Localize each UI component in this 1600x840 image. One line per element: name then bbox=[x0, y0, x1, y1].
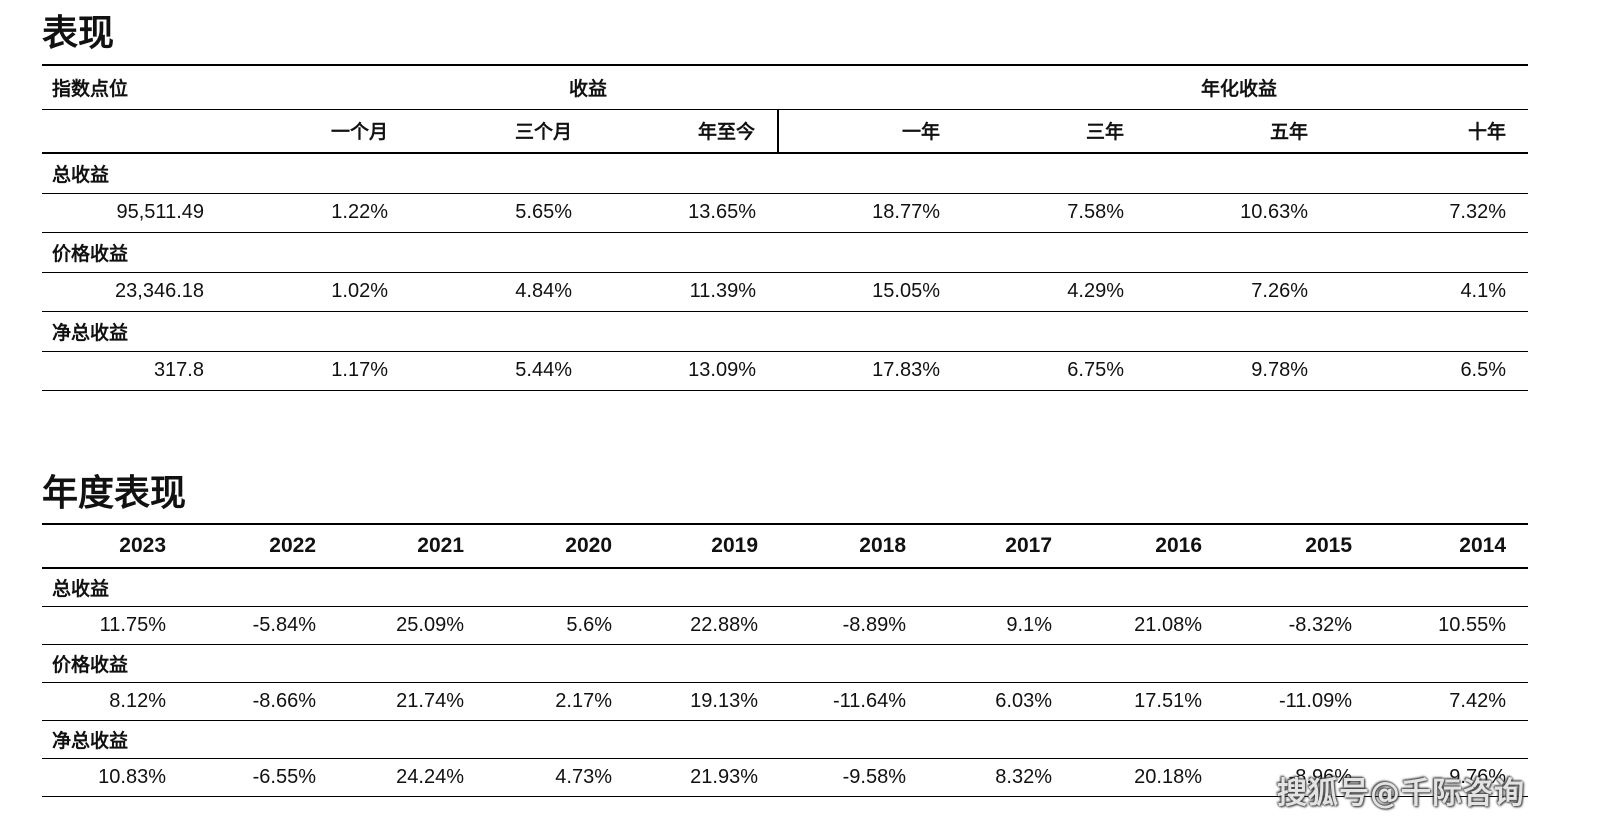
row-label: 净总收益 bbox=[52, 729, 129, 752]
period-header: 三个月 bbox=[514, 121, 572, 144]
annual-value: -5.84% bbox=[252, 613, 316, 636]
year-header: 2016 bbox=[1155, 534, 1202, 557]
row-label: 净总收益 bbox=[52, 321, 129, 344]
row-label: 总收益 bbox=[52, 163, 110, 186]
annual-value: -8.32% bbox=[1288, 613, 1352, 636]
year-header: 2021 bbox=[417, 534, 464, 557]
return-value: 1.02% bbox=[331, 280, 388, 302]
return-value: 13.65% bbox=[688, 201, 756, 223]
table-row: 11.75% -5.84% 25.09% 5.6% 22.88% -8.89% … bbox=[42, 606, 1528, 644]
annual-value: 24.24% bbox=[396, 765, 464, 788]
annual-value: 19.13% bbox=[690, 689, 758, 712]
annual-value: 5.6% bbox=[566, 613, 612, 636]
index-level-value: 317.8 bbox=[153, 359, 204, 381]
index-level-value: 95,511.49 bbox=[116, 201, 205, 223]
table-row: 95,511.49 1.22% 5.65% 13.65% 18.77% 7.58… bbox=[42, 193, 1529, 232]
return-value: 13.09% bbox=[688, 359, 756, 381]
return-value: 4.29% bbox=[1067, 280, 1125, 302]
annual-value: 22.88% bbox=[690, 613, 758, 636]
index-level-header: 指数点位 bbox=[52, 77, 129, 100]
return-value: 15.05% bbox=[872, 280, 941, 302]
return-value: 4.84% bbox=[515, 280, 572, 302]
annual-value: 8.32% bbox=[995, 765, 1052, 788]
period-header: 三年 bbox=[1086, 121, 1125, 144]
return-value: 1.22% bbox=[331, 201, 388, 223]
return-value: 4.1% bbox=[1460, 280, 1507, 302]
return-value: 10.63% bbox=[1240, 201, 1309, 223]
return-value: 7.58% bbox=[1067, 201, 1125, 223]
annual-value: -11.09% bbox=[1278, 689, 1352, 712]
annual-value: -11.64% bbox=[832, 689, 906, 712]
period-header: 五年 bbox=[1270, 121, 1309, 144]
return-value: 11.39% bbox=[689, 280, 756, 302]
row-label: 价格收益 bbox=[52, 653, 129, 676]
returns-header: 收益 bbox=[569, 77, 608, 100]
year-header: 2017 bbox=[1005, 534, 1052, 557]
annual-value: 25.09% bbox=[396, 613, 464, 636]
year-header: 2020 bbox=[565, 534, 612, 557]
performance-title: 表现 bbox=[42, 13, 115, 54]
table-row: 10.83% -6.55% 24.24% 4.73% 21.93% -9.58%… bbox=[42, 758, 1528, 796]
return-value: 6.75% bbox=[1067, 359, 1125, 381]
annual-value: 4.73% bbox=[555, 765, 612, 788]
annual-value: -8.96% bbox=[1288, 765, 1352, 788]
index-level-value: 23,346.18 bbox=[115, 280, 204, 302]
table-row: 23,346.18 1.02% 4.84% 11.39% 15.05% 4.29… bbox=[42, 272, 1529, 311]
annual-value: 20.18% bbox=[1134, 765, 1202, 788]
annual-value: 8.12% bbox=[109, 689, 166, 712]
table-row: 317.8 1.17% 5.44% 13.09% 17.83% 6.75% 9.… bbox=[42, 351, 1529, 390]
annual-value: -9.58% bbox=[842, 765, 906, 788]
year-header: 2019 bbox=[711, 534, 758, 557]
annual-table: 2023 2022 2021 2020 2019 2018 2017 2016 … bbox=[42, 523, 1528, 797]
period-header: 十年 bbox=[1468, 121, 1507, 144]
annual-value: 11.75% bbox=[99, 613, 166, 636]
annual-value: 9.76% bbox=[1449, 765, 1506, 788]
annual-value: 21.08% bbox=[1134, 613, 1202, 636]
annual-value: 2.17% bbox=[555, 689, 612, 712]
performance-table: 指数点位 收益 年化收益 一个月 三个月 年至今 一年 三年 五年 十年 总收益… bbox=[42, 64, 1529, 391]
return-value: 5.44% bbox=[515, 359, 572, 381]
return-value: 1.17% bbox=[331, 359, 388, 381]
year-header: 2023 bbox=[119, 534, 166, 557]
annualized-header: 年化收益 bbox=[1201, 77, 1278, 100]
annual-value: -8.66% bbox=[252, 689, 316, 712]
period-header: 一年 bbox=[776, 109, 963, 153]
table-row: 8.12% -8.66% 21.74% 2.17% 19.13% -11.64%… bbox=[42, 682, 1528, 720]
row-label: 总收益 bbox=[52, 577, 110, 600]
return-value: 18.77% bbox=[872, 201, 941, 223]
annual-value: -8.89% bbox=[842, 613, 906, 636]
year-header: 2015 bbox=[1305, 534, 1352, 557]
year-header: 2018 bbox=[859, 534, 906, 557]
annual-value: 21.93% bbox=[690, 765, 758, 788]
annual-value: 6.03% bbox=[995, 689, 1052, 712]
watermark: 搜狐号@千际咨询 bbox=[1277, 776, 1525, 811]
row-label: 价格收益 bbox=[52, 242, 129, 265]
return-value: 6.5% bbox=[1460, 359, 1507, 381]
annual-value: 9.1% bbox=[1006, 613, 1052, 636]
annual-value: 17.51% bbox=[1134, 689, 1202, 712]
return-value: 7.26% bbox=[1251, 280, 1309, 302]
return-value: 5.65% bbox=[515, 201, 572, 223]
return-value: 17.83% bbox=[872, 359, 941, 381]
return-value: 7.32% bbox=[1449, 201, 1507, 223]
annual-value: 10.83% bbox=[98, 765, 166, 788]
period-header: 年至今 bbox=[697, 121, 755, 144]
annual-value: -6.55% bbox=[252, 765, 316, 788]
annual-title: 年度表现 bbox=[42, 473, 187, 514]
return-value: 9.78% bbox=[1251, 359, 1309, 381]
period-header: 一个月 bbox=[330, 121, 388, 144]
annual-value: 10.55% bbox=[1438, 613, 1506, 636]
year-header: 2014 bbox=[1459, 534, 1506, 557]
annual-value: 7.42% bbox=[1449, 689, 1506, 712]
annual-value: 21.74% bbox=[396, 689, 464, 712]
year-header: 2022 bbox=[269, 534, 316, 557]
